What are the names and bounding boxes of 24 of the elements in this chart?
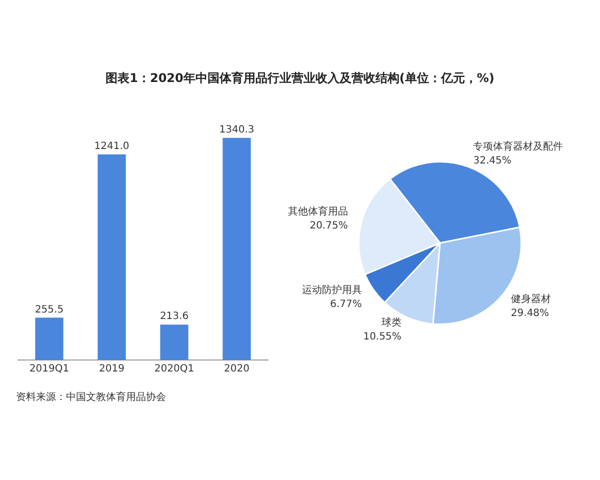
x-tick-label: 2019 [99, 364, 124, 375]
text: 资料来源：中国文教体育用品协会 [16, 390, 167, 404]
x-tick-label: 2020Q1 [154, 364, 194, 375]
data-label: 1340.3 [219, 124, 254, 136]
text: 图表1：2020年中国体育用品行业营业收入及营收结构(单位：亿元，%) [106, 71, 494, 85]
bar [98, 154, 126, 360]
bar [222, 138, 251, 360]
slice-label: 专项体育器材及配件 [473, 140, 564, 152]
bar [35, 318, 64, 360]
bar [160, 324, 188, 360]
data-label: 255.5 [34, 304, 64, 316]
data-label: 20.75% [310, 220, 348, 232]
data-label: 1241.0 [94, 140, 130, 152]
data-label: 10.55% [363, 332, 402, 343]
data-label: 29.48% [510, 308, 550, 320]
x-tick-label: 2020 [224, 364, 250, 375]
data-label: 32.45% [473, 155, 512, 166]
data-label: 6.77% [330, 299, 362, 310]
slice-label: 其他体育用品 [288, 206, 348, 218]
x-tick-label: 2019Q1 [29, 364, 70, 375]
data-label: 213.6 [160, 311, 189, 322]
slice-label: 运动防护用具 [302, 284, 362, 296]
slice-label: 健身器材 [510, 293, 551, 306]
slice-label: 球类 [381, 316, 402, 329]
